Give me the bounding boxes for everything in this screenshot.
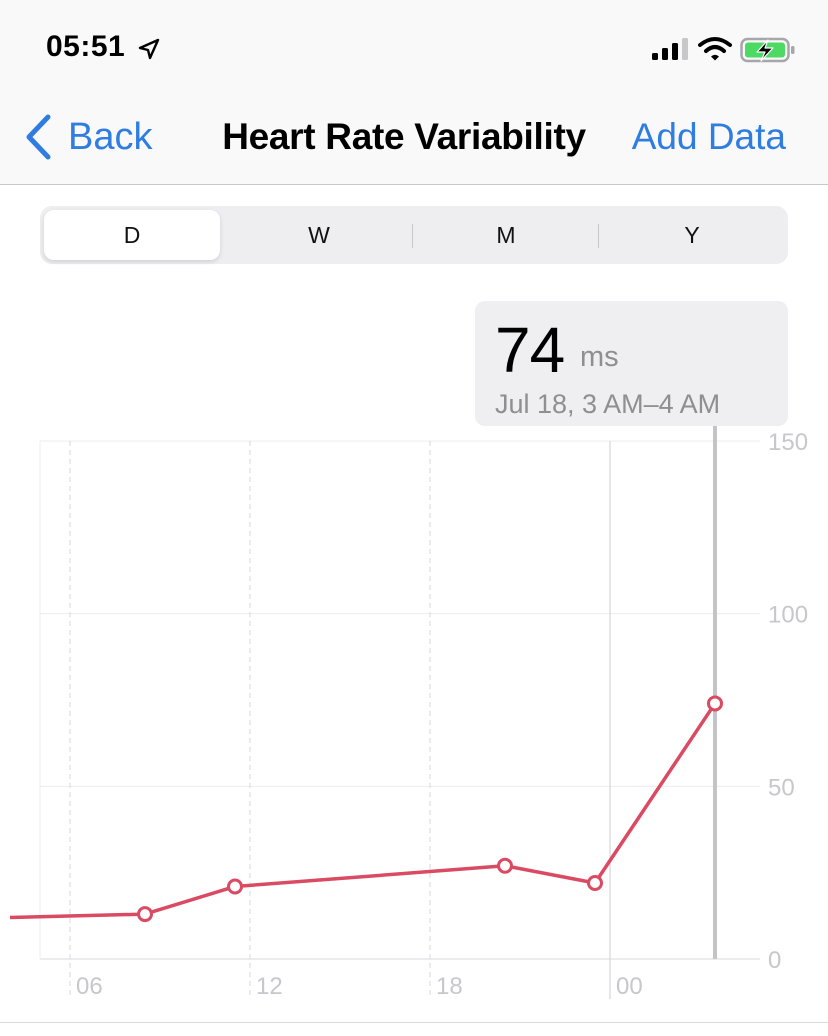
callout-unit: ms [580,341,619,373]
add-data-button[interactable]: Add Data [631,116,786,157]
data-point [587,875,603,892]
segment-divider [412,224,413,248]
segment-week[interactable]: W [308,221,330,248]
battery-charging-icon [740,37,795,63]
segment-day[interactable]: D [44,210,220,260]
location-arrow-icon [138,38,160,60]
y-tick-label: 50 [768,774,795,801]
data-point [497,857,513,874]
series-line [9,702,717,920]
x-tick-label: 18 [436,973,463,1000]
page-title: Heart Rate Variability [222,116,586,157]
back-label: Back [68,115,153,158]
y-tick-label: 0 [768,947,781,974]
segment-year[interactable]: Y [684,221,700,248]
chevron-left-icon [26,114,51,160]
back-button[interactable]: Back [24,113,152,161]
cellular-signal-icon [652,38,688,60]
callout-date: Jul 18, 3 AM–4 AM [495,389,721,419]
data-point [227,878,243,895]
data-point [137,906,153,923]
status-time: 05:51 [46,30,126,63]
navigation-bar: Back Heart Rate Variability Add Data [0,95,828,185]
segment-divider [598,224,599,248]
data-point [707,695,723,712]
y-tick-label: 100 [768,602,808,629]
y-tick-label: 150 [768,429,808,456]
selected-value-callout: 74 ms Jul 18, 3 AM–4 AM [475,301,788,426]
segment-month[interactable]: M [496,221,516,248]
status-bar: 05:51 [0,0,828,95]
bottom-divider [0,1022,828,1023]
callout-value: 74 [495,314,565,386]
wifi-icon [698,37,732,61]
x-tick-label: 06 [76,973,103,1000]
period-segmented-control: D W M Y [40,206,788,264]
hrv-chart[interactable]: 0 50 100 150 06 12 18 00 [0,420,828,1010]
x-tick-label: 12 [256,973,283,1000]
x-tick-label: 00 [616,973,643,1000]
